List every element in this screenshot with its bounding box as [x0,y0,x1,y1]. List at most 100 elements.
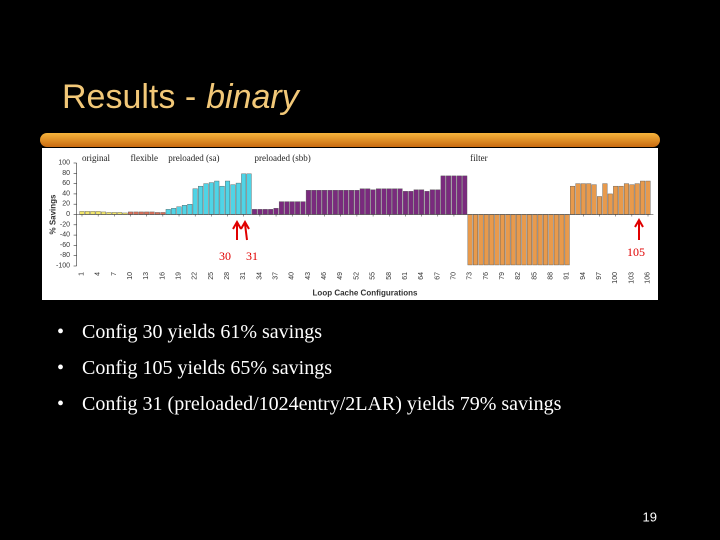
y-tick-label: 100 [58,160,70,167]
bar [413,189,419,215]
bar [478,214,484,266]
bar [548,214,554,266]
x-tick-label: 64 [418,272,425,280]
bar [128,211,133,215]
bar [230,184,236,215]
bar [295,201,301,215]
y-tick-label: 60 [62,180,70,187]
bar [176,206,182,215]
title-rule [40,133,660,147]
y-tick-label: -20 [60,221,70,228]
x-tick-label: 25 [208,272,215,280]
x-tick-label: 61 [402,272,409,280]
bar [532,214,538,266]
group-label: original [82,153,110,163]
group-label: filter [470,153,488,163]
bar [591,184,597,215]
bar [262,209,268,215]
bar [553,214,559,266]
bullet-text: Config 105 yields 65% savings [82,357,332,379]
bar [305,190,311,215]
bar [451,175,457,215]
x-tick-label: 10 [127,272,134,280]
arrows [232,217,644,241]
x-tick-label: 76 [483,272,490,280]
bar [440,175,446,215]
bar [543,214,549,266]
bar [181,205,187,215]
x-tick-label: 34 [256,272,263,280]
bar [106,212,112,215]
bar [392,188,398,215]
bar [149,211,155,215]
x-tick-label: 70 [450,272,457,280]
bar [289,201,295,215]
bar [564,214,570,266]
bullet: • [57,393,64,415]
annotation: 31 [246,249,258,263]
x-tick-label: 31 [240,272,247,280]
bullet-text: Config 30 yields 61% savings [82,321,322,343]
bar [95,211,101,215]
bar [640,180,646,215]
bar [252,209,257,215]
bar [494,214,500,266]
x-tick-label: 100 [612,272,619,284]
bar [359,188,365,215]
bar [597,196,602,215]
bar [208,182,214,215]
x-tick-label: 94 [580,272,587,280]
x-tick-label: 103 [628,272,635,284]
bar [645,180,651,215]
bar [623,183,629,215]
x-tick-label: 46 [321,272,328,280]
bar [375,188,381,215]
bar [575,183,581,215]
bar [349,190,355,215]
bar [144,211,150,215]
bar [499,214,505,266]
bar [634,183,640,215]
y-tick-label: -80 [60,252,70,259]
x-tick-label: 91 [564,272,571,280]
bar [456,175,462,215]
bar [246,173,252,215]
bar [467,214,473,266]
bar [613,185,619,215]
x-tick-label: 85 [531,272,538,280]
bar [618,185,624,215]
bar [311,190,317,215]
x-tick-label: 106 [645,272,652,284]
x-tick-label: 1 [78,272,85,276]
bar [160,212,166,215]
bar [79,211,85,215]
bar [198,185,204,215]
bar [386,188,392,215]
bar [354,190,360,215]
bar [90,211,96,215]
bar [510,214,516,266]
y-tick-label: -100 [56,263,70,270]
group-label: flexible [131,153,159,163]
bar [526,214,532,266]
bar [316,190,322,215]
bar [171,208,177,215]
bullet: • [57,321,64,343]
x-tick-label: 19 [176,272,183,280]
bar [327,190,333,215]
bar [483,214,489,266]
bar [284,201,290,215]
bar [338,190,344,215]
x-tick-label: 43 [305,272,312,280]
slide-title: Results - binary [62,78,301,116]
bar [214,180,220,215]
y-tick-label: 40 [62,190,70,197]
y-tick-label: 20 [62,201,70,208]
bar [505,214,511,266]
bar [537,214,543,266]
bar [192,188,198,215]
x-tick-label: 49 [337,272,344,280]
x-tick-label: 55 [370,272,377,280]
group-label: preloaded (sbb) [254,153,310,163]
